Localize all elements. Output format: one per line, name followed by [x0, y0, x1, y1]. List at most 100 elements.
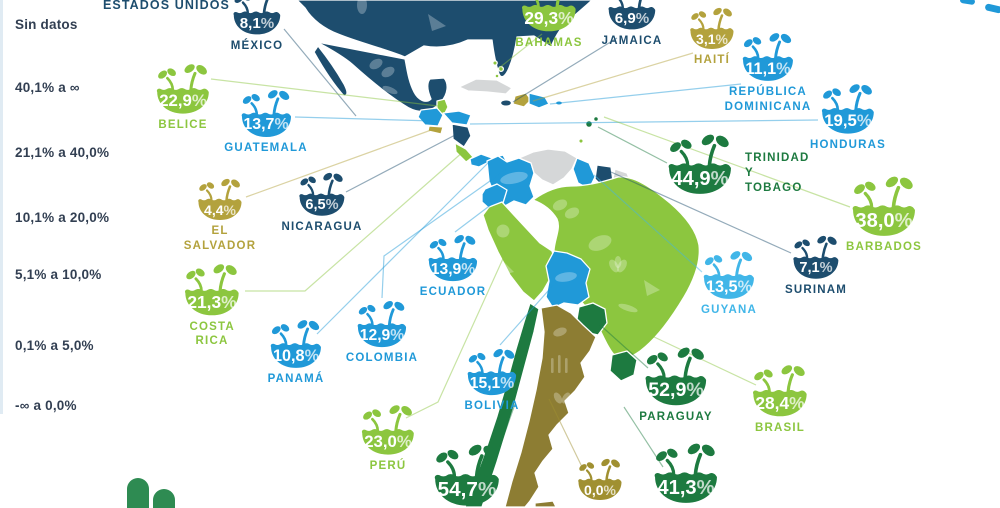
map-uruguay: [609, 350, 638, 382]
map-honduras: [442, 110, 472, 126]
country-label: HAITÍ: [693, 54, 731, 66]
map-venezuela: [518, 148, 578, 186]
country-value: 28,4%: [755, 392, 805, 413]
country-label: BARBADOS: [845, 241, 923, 254]
country-label: JAMAICA: [601, 34, 663, 47]
country-value: 4,4%: [204, 201, 236, 218]
legend-item: 10,1% a 20,0%: [15, 210, 110, 225]
logo-pillar-left: [127, 478, 149, 508]
country-value: 44,9%: [671, 167, 729, 190]
country-value: 41,3%: [657, 476, 715, 499]
food-icon-flower-petal: [617, 259, 627, 273]
country-value: 23,0%: [364, 431, 412, 451]
legend-item: Sin datos: [15, 17, 78, 32]
country-value: 21,3%: [187, 291, 237, 312]
country-icon-m-xico: 8,1% MÉXICO: [230, 0, 284, 52]
country-icon-hait: 3,1% HAITÍ: [687, 6, 737, 66]
country-icon-panam: 10,8% PANAMÁ: [267, 318, 325, 385]
food-icon-soybean: [555, 272, 577, 282]
country-icon-trinidad: 44,9% TRINIDAD Y TOBAGO: [664, 132, 808, 195]
country-value: 3,1%: [696, 30, 728, 47]
country-icon-honduras: 19,5% HONDURAS: [810, 82, 885, 151]
map-united-states: [296, 0, 593, 78]
country-label: PANAMÁ: [267, 373, 325, 386]
map-trinidad-island: [584, 119, 594, 129]
map-haiti: [512, 92, 532, 108]
connector-line: [603, 116, 851, 208]
food-icon-wheat: [551, 358, 554, 373]
map-tierra-del-fuego: [534, 500, 557, 508]
connector-line: [532, 52, 694, 102]
map-baja-california: [313, 45, 348, 97]
country-icon-guyana: 13,5% GUYANA: [700, 249, 758, 316]
connector-line: [283, 28, 357, 117]
country-value: 0,0%: [584, 481, 616, 498]
map-bahamas-island: [494, 73, 500, 79]
country-label: COLOMBIA: [345, 352, 419, 365]
map-argentina: [504, 304, 597, 508]
food-icon-lime: [496, 224, 510, 238]
country-value: 13,7%: [243, 116, 289, 134]
connector-line: [405, 251, 507, 419]
country-value: 19,5%: [824, 110, 872, 130]
food-icon-flower-petal: [553, 392, 563, 404]
country-icon-pct-0-0: 0,0%: [575, 457, 625, 501]
map-bolivia: [545, 250, 591, 309]
connector-line: [316, 161, 490, 335]
country-value: 38,0%: [855, 209, 913, 232]
country-icon-bahamas: 29,3% BAHAMAS: [515, 0, 581, 49]
food-icon-peapod: [500, 171, 528, 185]
connector-line: [381, 168, 508, 299]
country-icon-jamaica: 6,9% JAMAICA: [602, 0, 661, 47]
country-label: NICARAGUA: [281, 220, 363, 233]
map-jamaica: [499, 99, 513, 107]
food-icon-banana: [618, 303, 638, 313]
connector-line: [294, 116, 435, 122]
country-value: 8,1%: [239, 14, 275, 32]
country-label: GUYANA: [701, 304, 757, 317]
country-label: ECUADOR: [419, 286, 487, 299]
country-value: 29,3%: [524, 7, 574, 28]
legend-item: 5,1% a 10,0%: [15, 267, 102, 282]
country-label: BELICE: [158, 118, 208, 131]
connector-line: [548, 398, 585, 472]
country-value: 13,5%: [705, 277, 753, 296]
map-guatemala: [417, 107, 444, 127]
food-icon-corn: [357, 0, 367, 14]
country-value: 12,9%: [359, 326, 405, 344]
connector-line: [210, 78, 439, 107]
country-value: 22,9%: [159, 90, 207, 110]
connector-line: [498, 33, 543, 69]
food-icon-coffee-bean: [564, 207, 580, 219]
country-icon-colombia: 12,9% COLOMBIA: [346, 299, 417, 364]
country-value: 15,1%: [469, 374, 515, 392]
country-label: SURINAM: [784, 283, 848, 296]
connector-line: [492, 403, 516, 467]
country-icon-pct-41-3: 41,3%: [650, 441, 722, 504]
map-peru: [482, 201, 557, 302]
country-icon-costa-rica: 21,3% COSTA RICA: [181, 262, 243, 347]
country-label: REPÚBLICA DOMINICANA: [724, 86, 812, 113]
map-nicaragua: [451, 123, 472, 148]
country-value: 52,9%: [648, 378, 704, 401]
country-label: BAHAMAS: [515, 36, 583, 49]
country-label: TRINIDAD Y TOBAGO: [745, 152, 810, 194]
connector-line: [593, 174, 703, 273]
food-icon-carrot: [428, 14, 446, 31]
map-cuba: [458, 78, 513, 95]
country-icon-pct-54-7: 54,7%: [430, 442, 504, 507]
map-mexico: [316, 41, 448, 113]
connector-line: [469, 119, 819, 125]
country-value: 6,5%: [305, 196, 339, 213]
connector-line: [651, 335, 757, 386]
legend-item: 0,1% a 5,0%: [15, 338, 94, 353]
map-grenada-island: [578, 138, 584, 144]
logo-pillar-right: [153, 489, 175, 508]
country-value: 11,1%: [745, 59, 791, 78]
country-value: 54,7%: [437, 477, 497, 501]
food-icon-coffee-bean: [552, 199, 568, 211]
country-value: 6,9%: [614, 9, 650, 27]
map-bahamas-island: [497, 65, 505, 73]
